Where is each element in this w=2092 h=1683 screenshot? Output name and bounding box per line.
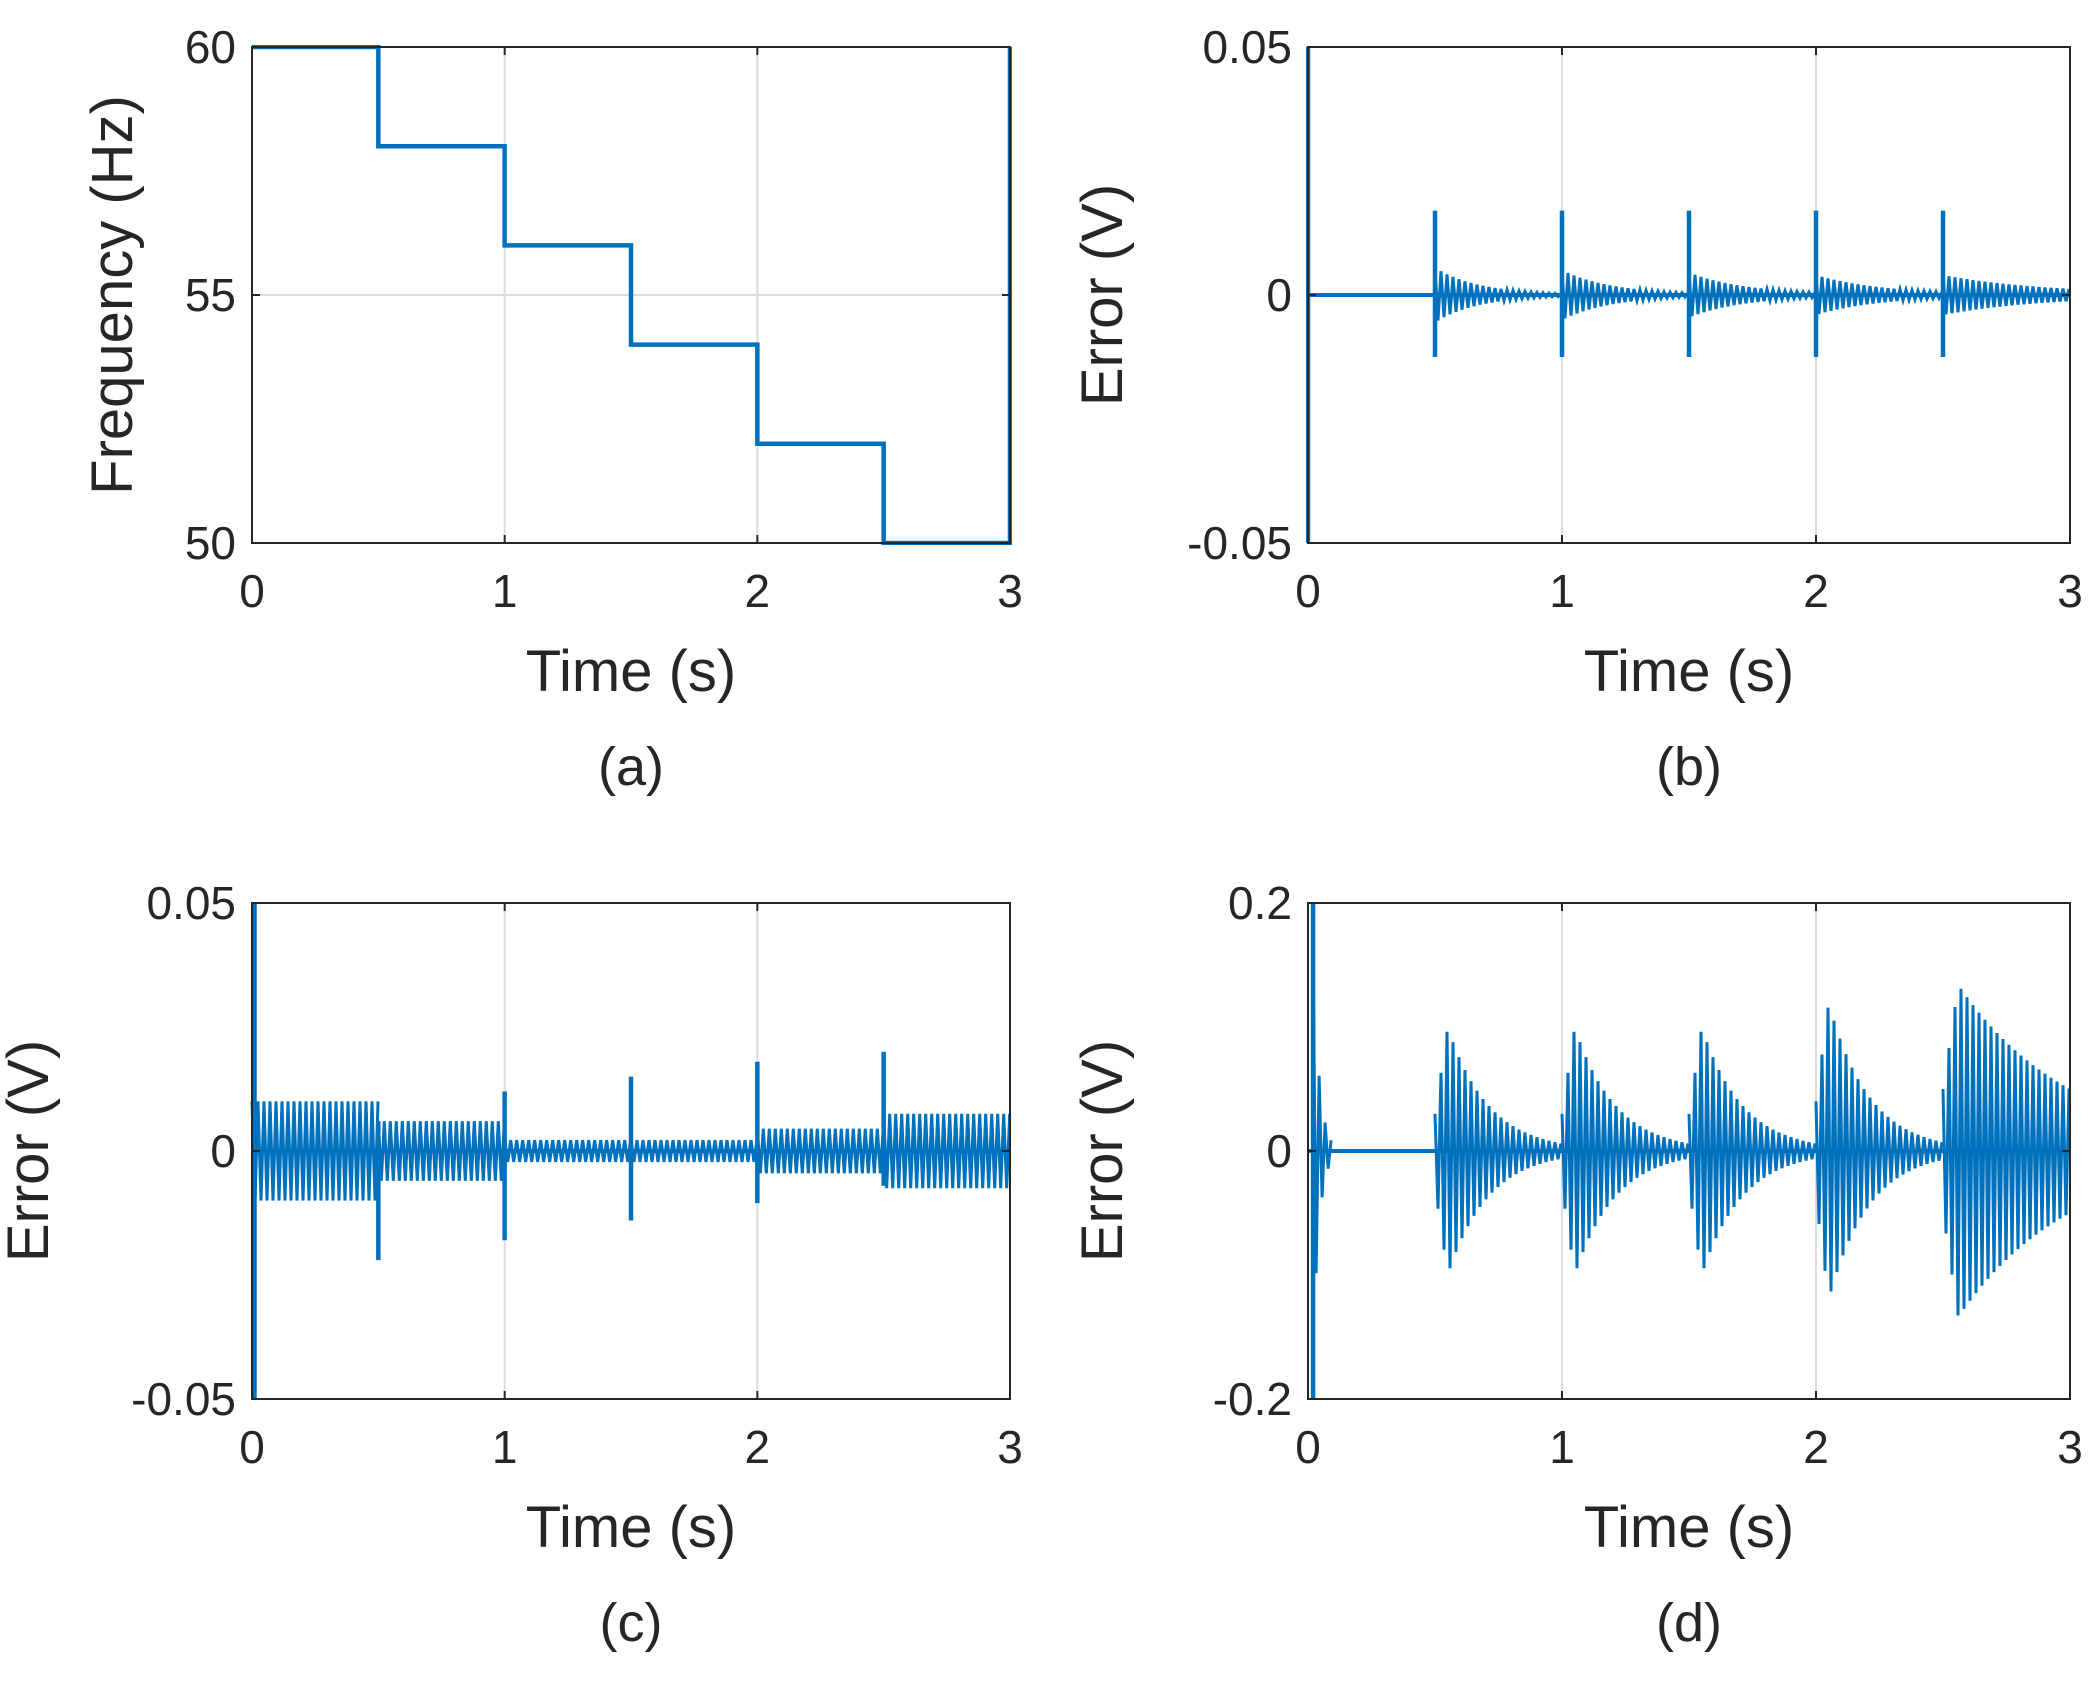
x-tick-label: 3 — [2057, 1421, 2083, 1473]
x-tick-label: 3 — [997, 1421, 1023, 1473]
panel-a: 0 1 2 3 50 55 60 Time (s) Frequency (Hz) (a) — [80, 21, 1023, 797]
series-segment-3 — [1814, 1007, 1944, 1292]
series-segment-4 — [1941, 275, 2071, 315]
series-segment-4 — [755, 1128, 885, 1174]
x-axis-label: Time (s) — [526, 639, 736, 704]
series-segment-1 — [1560, 1031, 1690, 1269]
series-segment-0 — [1433, 267, 1563, 321]
series-group — [250, 903, 1012, 1399]
y-tick-label: 0 — [210, 1125, 236, 1177]
y-axis-label: Error (V) — [1070, 184, 1135, 406]
y-tick-label: -0.2 — [1213, 1373, 1292, 1425]
x-tick-label: 0 — [239, 1421, 265, 1473]
panel-caption: (d) — [1656, 1593, 1722, 1653]
x-tick-label: 2 — [745, 1421, 771, 1473]
x-tick-label: 1 — [492, 565, 518, 617]
y-axis-label: Error (V) — [0, 1040, 61, 1262]
x-tick-label: 0 — [1295, 565, 1321, 617]
x-tick-label: 3 — [2057, 565, 2083, 617]
y-axis-label: Error (V) — [1070, 1040, 1135, 1262]
panel-caption: (a) — [598, 737, 664, 797]
panel-caption: (c) — [600, 1593, 663, 1653]
x-tick-label: 2 — [745, 565, 771, 617]
y-tick-label: 55 — [185, 269, 236, 321]
y-tick-label: -0.05 — [131, 1373, 236, 1425]
y-tick-label: 0.05 — [146, 877, 236, 929]
y-tick-label: 0 — [1266, 1125, 1292, 1177]
series-segment-1 — [376, 1121, 506, 1181]
series-segment-2 — [503, 1139, 633, 1163]
y-tick-label: -0.05 — [1187, 517, 1292, 569]
x-tick-label: 2 — [1803, 1421, 1829, 1473]
y-tick-label: 50 — [185, 517, 236, 569]
y-tick-label: 0.05 — [1202, 21, 1292, 73]
series-segment-3 — [1814, 275, 1944, 315]
x-axis-label: Time (s) — [1584, 1495, 1794, 1560]
x-tick-label: 2 — [1803, 565, 1829, 617]
y-tick-label: 0.2 — [1228, 877, 1292, 929]
x-tick-label: 0 — [1295, 1421, 1321, 1473]
series-segment-4 — [1941, 988, 2071, 1316]
x-tick-label: 1 — [1549, 565, 1575, 617]
y-tick-label: 0 — [1266, 269, 1292, 321]
series-initial-decay — [1311, 952, 1333, 1274]
x-tick-label: 0 — [239, 565, 265, 617]
y-axis-label: Frequency (Hz) — [80, 95, 145, 495]
series-segment-5 — [882, 1113, 1012, 1189]
series-segment-2 — [1687, 272, 1817, 317]
x-tick-label: 3 — [997, 565, 1023, 617]
x-tick-label: 1 — [1549, 1421, 1575, 1473]
x-tick-label: 1 — [492, 1421, 518, 1473]
series-segment-1 — [1560, 270, 1690, 319]
series-segment-3 — [629, 1139, 759, 1163]
series-segment-0 — [250, 1101, 380, 1201]
x-axis-label: Time (s) — [1584, 639, 1794, 704]
panel-caption: (b) — [1656, 737, 1722, 797]
series-segment-0 — [1433, 1031, 1563, 1269]
y-tick-label: 60 — [185, 21, 236, 73]
series-segment-2 — [1687, 1031, 1817, 1269]
x-axis-label: Time (s) — [526, 1495, 736, 1560]
